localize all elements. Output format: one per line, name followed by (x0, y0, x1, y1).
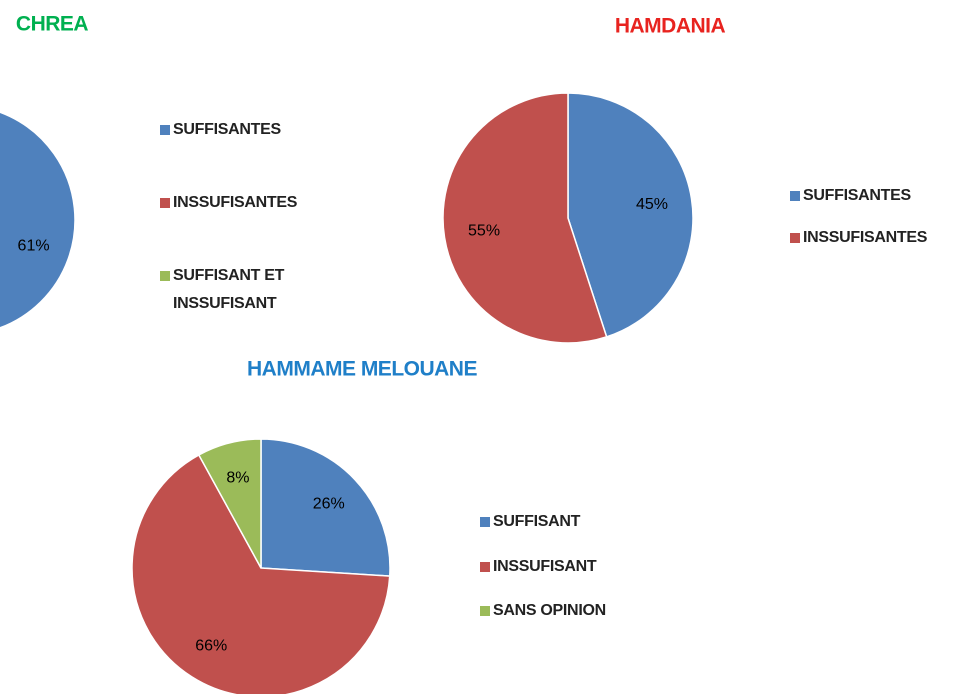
slice-label: 45% (636, 196, 668, 213)
legend-swatch (790, 191, 800, 201)
chart-title: HAMMAME MELOUANE (247, 358, 477, 381)
legend-item: SUFFISANTES (803, 187, 911, 204)
legend-swatch (480, 517, 490, 527)
pie-slice (197, 438, 262, 569)
legend-label: INSSUFISANTES (173, 194, 298, 211)
legend-swatch (790, 233, 800, 243)
slice-label: 61% (18, 238, 50, 255)
slice-label: 55% (468, 223, 500, 240)
legend-label: SUFFISANTES (173, 121, 281, 138)
legend-item: SANS OPINION (493, 602, 606, 619)
slice-label: 26% (313, 496, 345, 513)
legend-item: INSSUFISANTES (173, 194, 298, 211)
legend-item: INSSUFISANTES (803, 229, 928, 246)
pie-slice (567, 92, 694, 338)
chart-title: HAMDANIA (615, 15, 726, 38)
slice-label: 8% (226, 469, 249, 486)
legend-label: SUFFISANT ET INSSUFISANT (173, 267, 285, 312)
legend-label: INSSUFISANTES (803, 229, 928, 246)
legend-item: SUFFISANTES (173, 121, 281, 138)
legend-label: SUFFISANT (493, 513, 581, 530)
legend-label: SUFFISANTES (803, 187, 911, 204)
pie-slice (0, 111, 76, 329)
legend-label: SANS OPINION (493, 602, 606, 619)
legend-swatch (160, 125, 170, 135)
legend-label: INSSUFISANT (493, 558, 597, 575)
legend-swatch (480, 606, 490, 616)
legend-item: INSSUFISANT (493, 558, 597, 575)
legend-item: SUFFISANT (493, 513, 581, 530)
chart-title: CHREA (16, 13, 89, 36)
legend-swatch (160, 198, 170, 208)
pie-slice (442, 92, 608, 344)
legend-swatch (160, 271, 170, 281)
legend-item: SUFFISANT ET INSSUFISANT (173, 267, 285, 312)
slice-label: 66% (195, 638, 227, 655)
pie-slice (260, 438, 391, 577)
legend-swatch (480, 562, 490, 572)
pie-slice (131, 453, 391, 694)
